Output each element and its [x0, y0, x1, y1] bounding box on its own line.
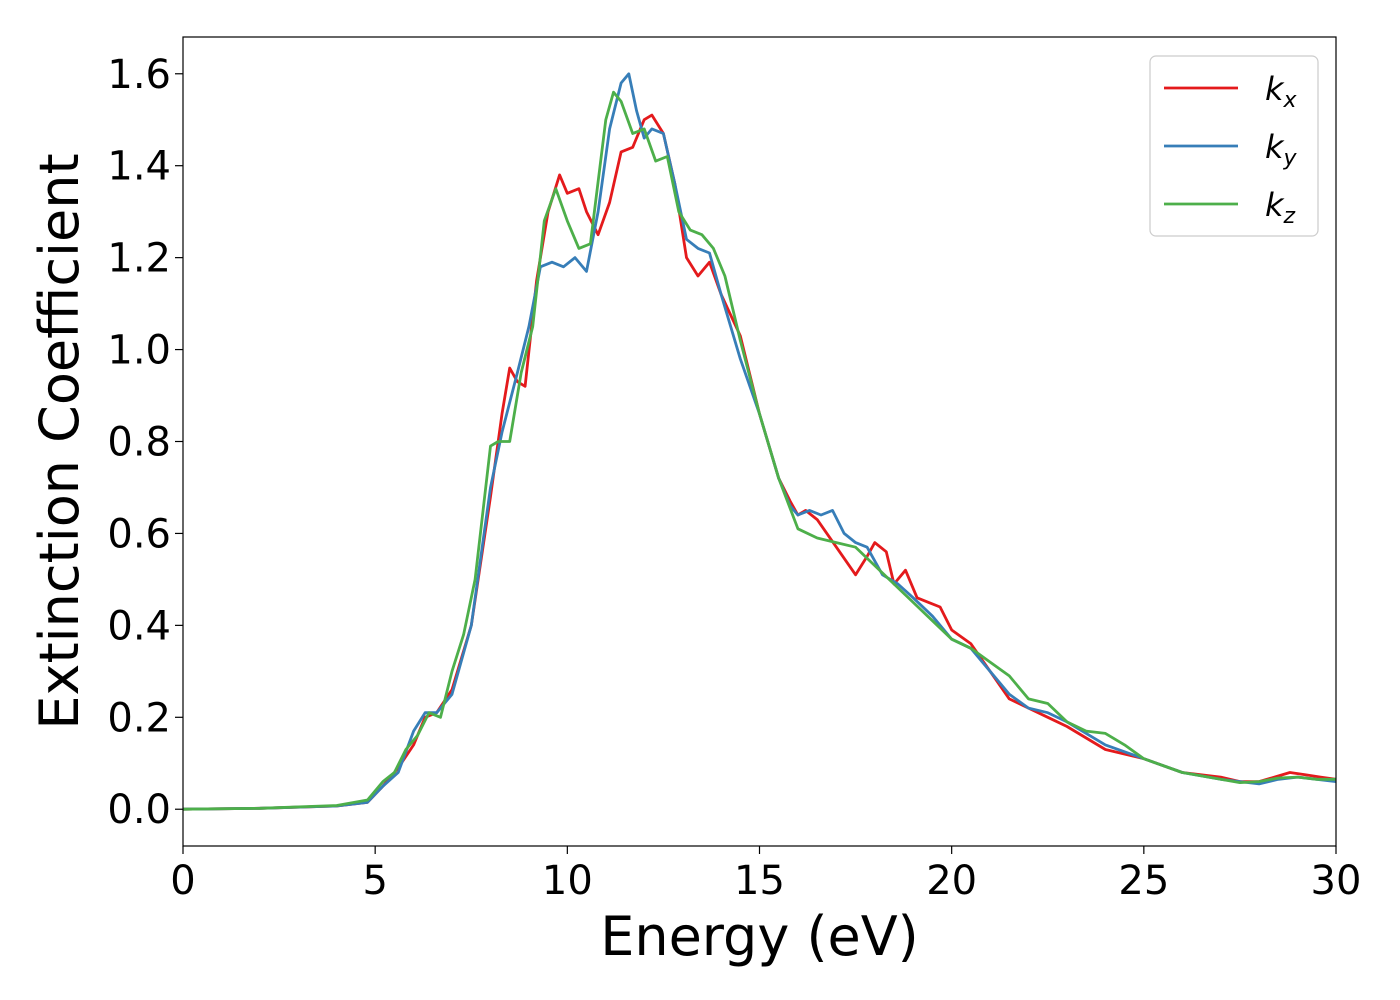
x-tick-label: 5: [362, 858, 387, 904]
x-tick-label: 10: [542, 858, 593, 904]
legend: kx ky kz: [1149, 55, 1319, 237]
x-tick-label: 30: [1311, 858, 1362, 904]
legend-label-y: ky: [1265, 128, 1298, 171]
legend-label-z: kz: [1265, 186, 1296, 229]
y-tick-label: 1.2: [107, 236, 171, 282]
y-tick-label: 0.2: [107, 695, 171, 741]
y-tick-label: 0.8: [107, 420, 171, 466]
legend-label-x: kx: [1265, 70, 1298, 113]
x-axis-title: Energy (eV): [600, 905, 919, 968]
series-line-y: [183, 72, 1336, 811]
x-tick-label: 25: [1118, 858, 1169, 904]
series-line-z: [183, 90, 1336, 811]
plot-area: [183, 72, 1336, 811]
x-tick-label: 0: [170, 858, 195, 904]
y-tick-label: 1.6: [107, 52, 171, 98]
x-axis-ticks: 0 5 10 15 20 25 30: [170, 846, 1361, 904]
y-tick-label: 0.4: [107, 603, 171, 649]
y-tick-label: 1.0: [107, 328, 171, 374]
plot-frame: [182, 36, 1337, 847]
y-axis-title: Extinction Coefficient: [28, 153, 91, 729]
y-tick-label: 0.6: [107, 511, 171, 557]
y-tick-label: 1.4: [107, 144, 171, 190]
y-tick-label: 0.0: [107, 787, 171, 833]
y-axis-ticks: 0.0 0.2 0.4 0.6 0.8 1.0 1.2 1.4 1.6: [107, 52, 183, 833]
x-tick-label: 15: [734, 858, 785, 904]
x-tick-label: 20: [926, 858, 977, 904]
